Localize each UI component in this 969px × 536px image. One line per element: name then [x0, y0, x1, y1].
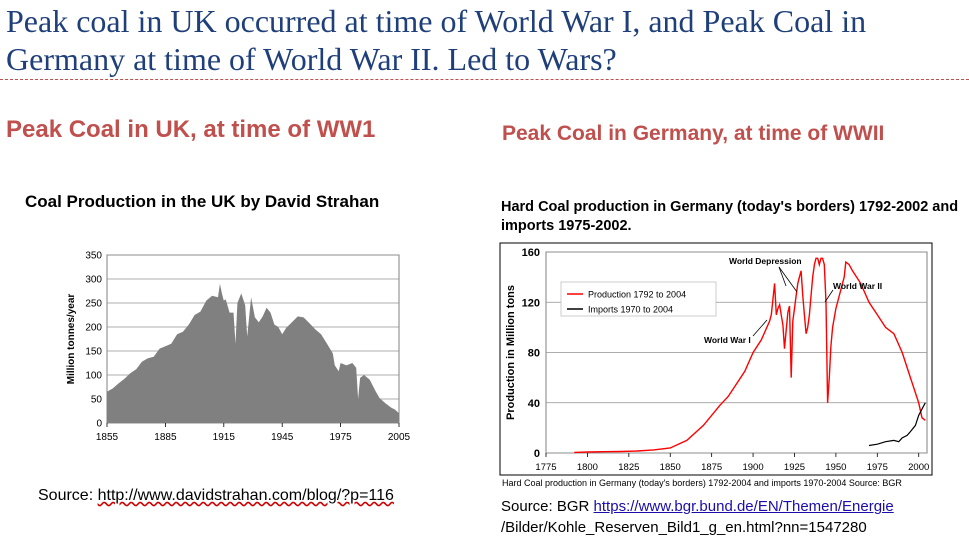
germany-x-tick-label: 1800 [577, 462, 598, 473]
germany-x-tick-label: 1825 [618, 462, 639, 473]
germany-y-tick-label: 0 [534, 448, 540, 460]
germany-y-tick-label: 40 [528, 398, 540, 410]
germany-x-tick-label: 2000 [908, 462, 929, 473]
germany-y-tick-label: 80 [528, 348, 540, 360]
uk-source: Source: http://www.davidstrahan.com/blog… [38, 487, 394, 505]
germany-source-link-continued[interactable]: /Bilder/Kohle_Reserven_Bild1_g_en.html?n… [501, 519, 867, 536]
germany-y-tick-label: 160 [522, 247, 540, 259]
uk-production-area [107, 283, 399, 423]
uk-x-tick-label: 1885 [154, 432, 177, 443]
germany-x-tick-label: 1900 [742, 462, 763, 473]
germany-legend-label: Imports 1970 to 2004 [588, 305, 673, 315]
left-heading: Peak Coal in UK, at time of WW1 [6, 116, 376, 143]
uk-y-axis-label: Million tonnes/year [66, 294, 77, 385]
uk-y-tick-label: 200 [85, 323, 102, 334]
germany-imports-line [868, 402, 926, 447]
germany-source: Source: BGR https://www.bgr.bund.de/EN/T… [501, 498, 894, 515]
slide-title: Peak coal in UK occurred at time of Worl… [6, 3, 867, 77]
germany-x-tick-label: 1850 [660, 462, 681, 473]
germany-legend-label: Production 1792 to 2004 [588, 290, 686, 300]
germany-legend-box [560, 281, 717, 317]
germany-x-tick-label: 1950 [825, 462, 846, 473]
germany-chart-caption: Hard Coal production in Germany (today's… [502, 478, 902, 488]
uk-y-tick-label: 350 [85, 251, 102, 262]
uk-x-tick-label: 1945 [271, 432, 294, 443]
germany-source-prefix: Source: BGR [501, 498, 594, 515]
germany-y-tick-label: 120 [522, 297, 540, 309]
uk-x-tick-label: 1915 [213, 432, 236, 443]
uk-y-tick-label: 100 [85, 371, 102, 382]
right-heading: Peak Coal in Germany, at time of WWII [502, 122, 885, 145]
uk-chart-title: Coal Production in the UK by David Strah… [25, 192, 380, 211]
annotation-world-war-ii-pointer [824, 289, 834, 303]
annotation-world-war-i-pointer [752, 319, 768, 337]
uk-y-tick-label: 50 [91, 395, 103, 406]
germany-x-tick-label: 1875 [701, 462, 722, 473]
annotation-world-war-ii: World War II [833, 281, 882, 291]
uk-x-tick-label: 1855 [96, 432, 119, 443]
uk-x-tick-label: 1975 [329, 432, 352, 443]
germany-x-tick-label: 1975 [867, 462, 888, 473]
annotation-world-depression: World Depression [729, 256, 802, 266]
uk-x-tick-label: 2005 [388, 432, 411, 443]
uk-source-link[interactable]: http://www.davidstrahan.com/blog/?p=116 [97, 487, 394, 504]
annotation-world-depression-pointer [778, 266, 787, 287]
uk-y-tick-label: 300 [85, 275, 102, 286]
uk-y-tick-label: 150 [85, 347, 102, 358]
germany-production-line [574, 257, 926, 454]
germany-y-axis-label: Production in Million tons [505, 285, 517, 420]
annotation-world-depression-pointer [778, 266, 798, 293]
uk-source-prefix: Source: [38, 487, 98, 504]
germany-source-link[interactable]: https://www.bgr.bund.de/EN/Themen/Energi… [593, 498, 894, 515]
annotation-world-war-i: World War I [704, 335, 751, 345]
uk-y-tick-label: 250 [85, 299, 102, 310]
title-divider [0, 79, 969, 80]
germany-x-tick-label: 1775 [535, 462, 556, 473]
uk-coal-chart: 0 50 100 150 200 250 300 350 1855 1885 1915 1945 197… [66, 251, 411, 444]
uk-y-tick-label: 0 [96, 419, 102, 430]
germany-coal-chart: 0 40 80 120 160 1775 1800 1825 1850 1875 1900 1925 1… [499, 242, 933, 476]
germany-x-tick-label: 1925 [784, 462, 805, 473]
germany-chart-title: Hard Coal production in Germany (today's… [501, 199, 959, 234]
